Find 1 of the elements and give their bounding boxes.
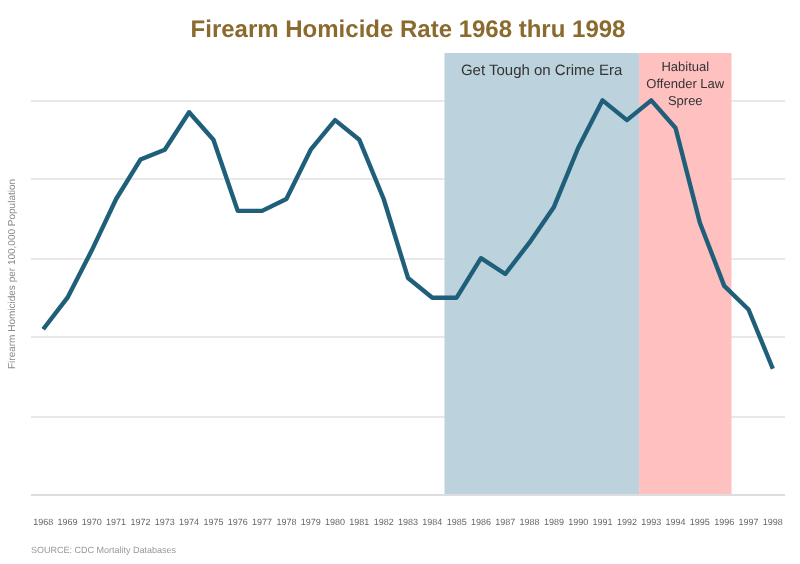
chart-title: Firearm Homicide Rate 1968 thru 1998 bbox=[190, 15, 627, 43]
